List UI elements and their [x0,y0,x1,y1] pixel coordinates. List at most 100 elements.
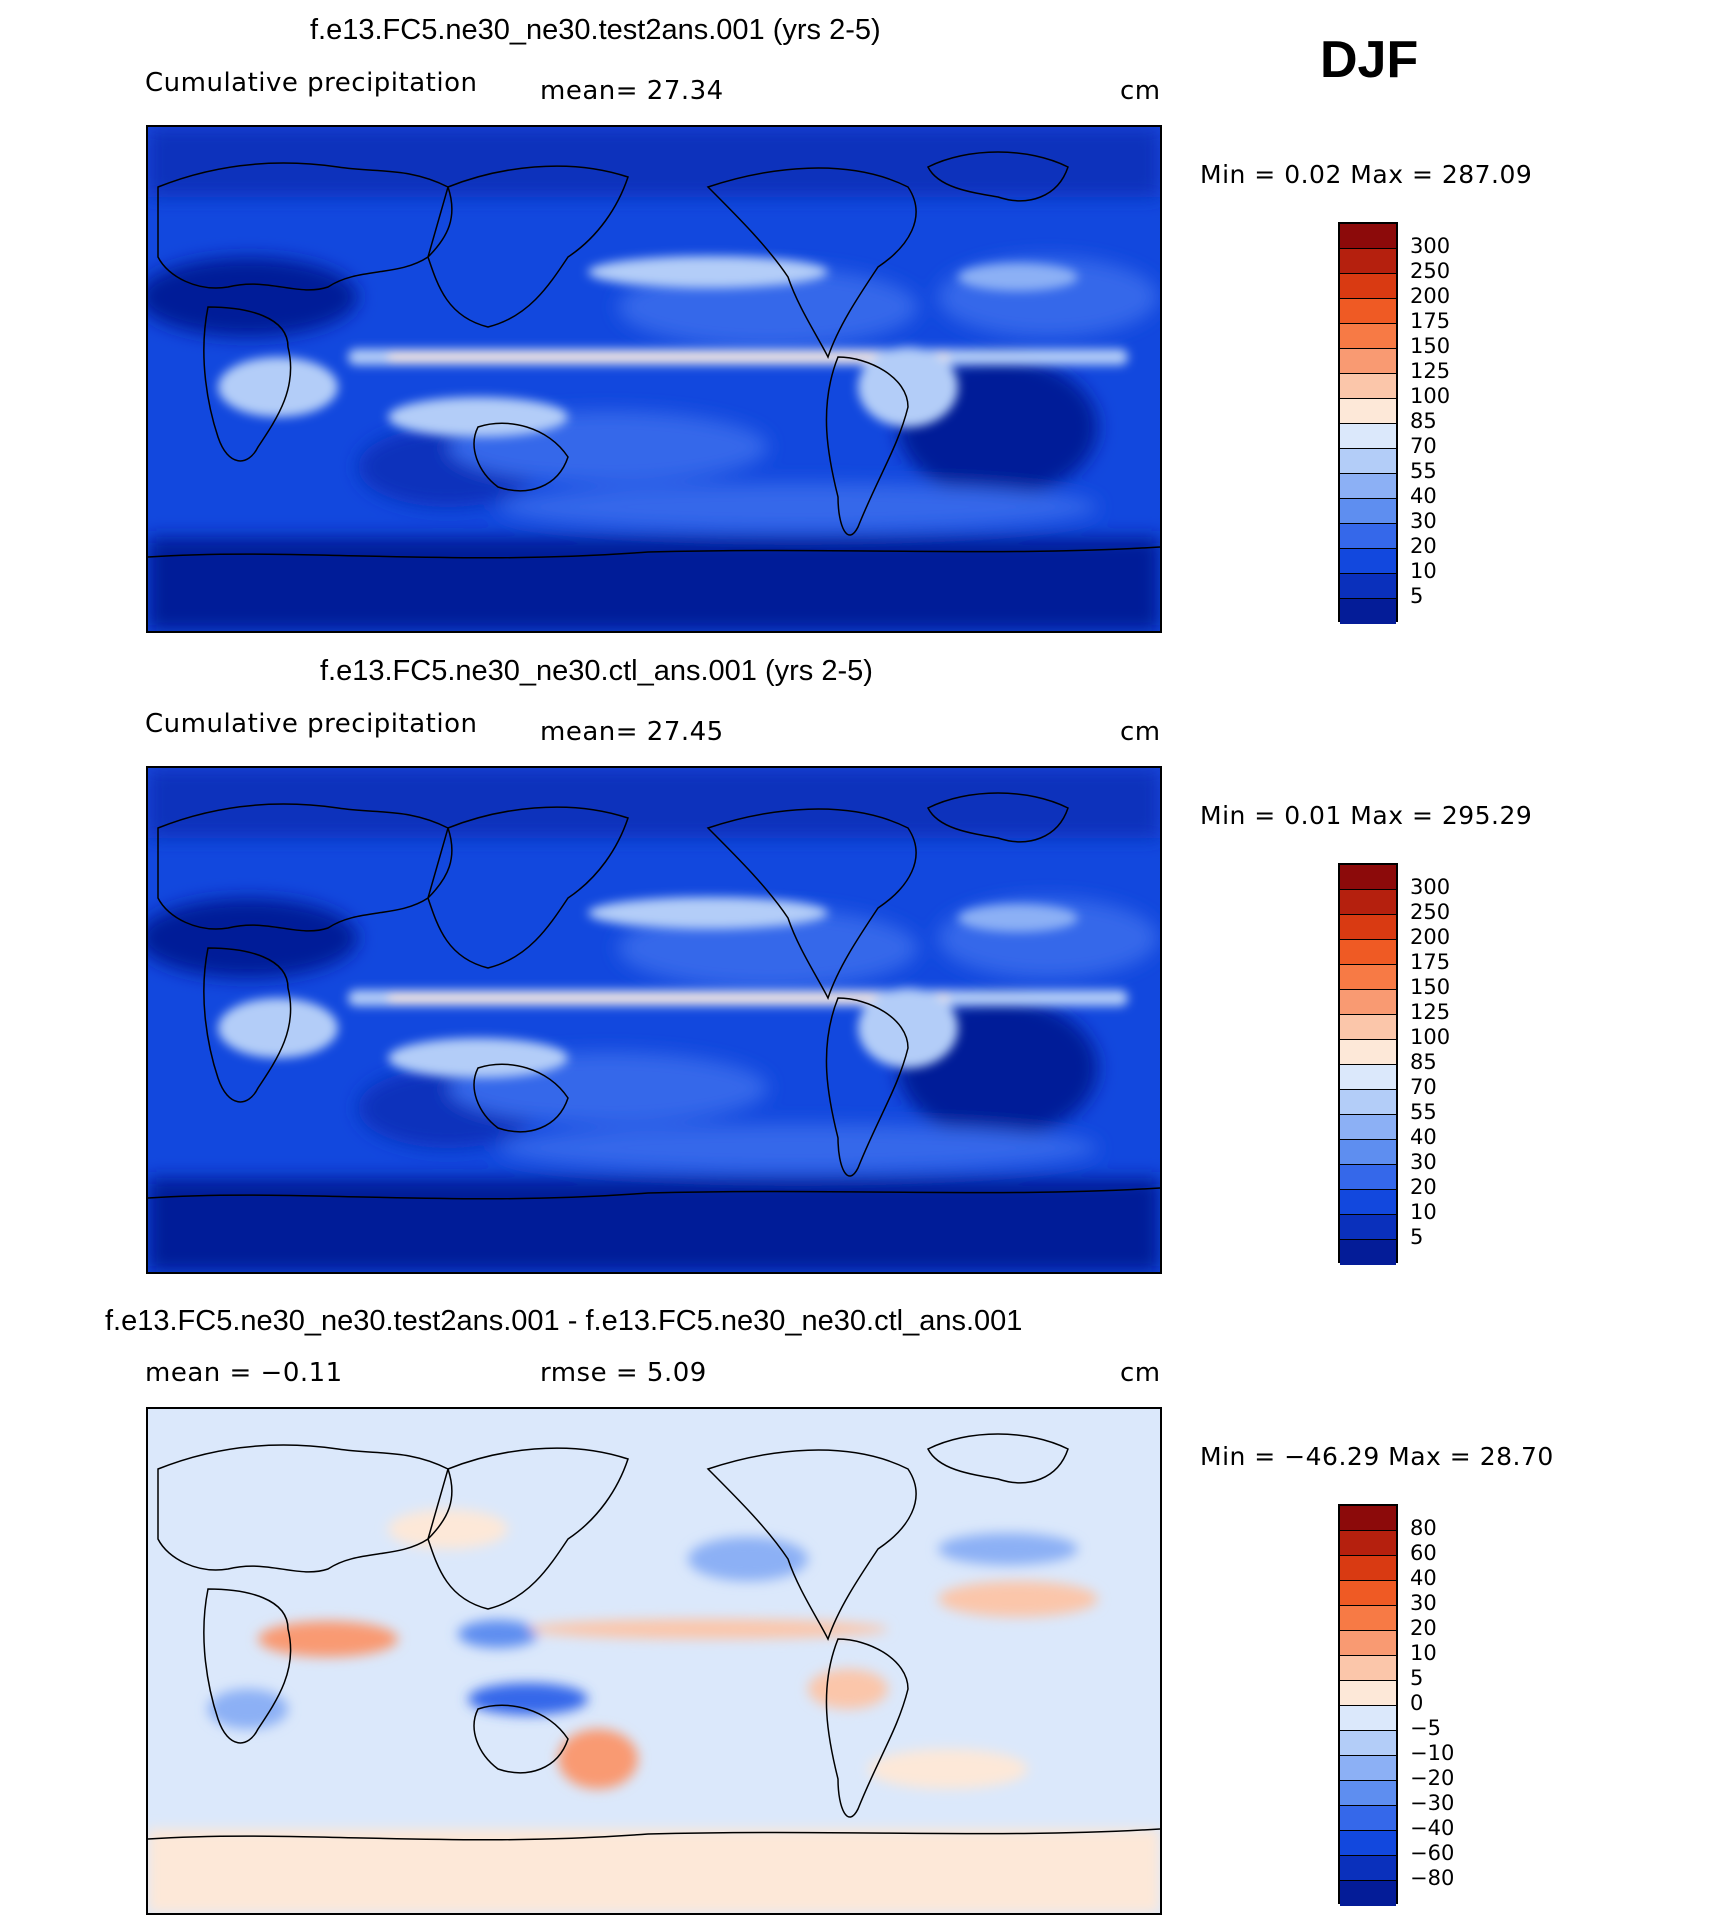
diff-pacific-neg [688,1537,808,1581]
colorbar-swatch [1340,1756,1396,1781]
colorbar-tick-label: 0 [1410,1691,1424,1715]
colorbar-tick-label: 85 [1410,409,1437,433]
colorbar-tick-label: 55 [1410,459,1437,483]
colorbar-tick-label: 30 [1410,1150,1437,1174]
panel-1-map-svg [148,127,1160,631]
colorbar-swatch [1340,1556,1396,1581]
colorbar-swatch [1340,599,1396,624]
diff-southatl-pos [868,1749,1028,1789]
colorbar-swatch [1340,1731,1396,1756]
colorbar-tick-label: 200 [1410,284,1451,308]
panel-1-minmax: Min = 0.02 Max = 287.09 [1200,160,1533,189]
arctic-band [148,768,1160,838]
colorbar-tick-label: 40 [1410,1566,1437,1590]
colorbar-swatch [1340,1631,1396,1656]
colorbar-tick-label: 175 [1410,950,1451,974]
colorbar-swatch [1340,274,1396,299]
panel-2-units-label: cm [1120,717,1161,747]
colorbar-tick-label: −30 [1410,1791,1455,1815]
colorbar-tick-label: 100 [1410,1025,1451,1049]
colorbar-swatch [1340,374,1396,399]
panel-2-title: f.e13.FC5.ne30_ne30.ctl_ans.001 (yrs 2-5… [320,655,873,687]
colorbar-swatch [1340,1806,1396,1831]
coast-antarctica [148,1828,1160,1841]
panel-1-title: f.e13.FC5.ne30_ne30.test2ans.001 (yrs 2-… [310,14,881,46]
colorbar-tick-label: 85 [1410,1050,1437,1074]
colorbar-swatch [1340,1681,1396,1706]
coast-greenland [926,151,1069,202]
itcz-core [388,353,948,361]
colorbar-tick-label: 5 [1410,1666,1424,1690]
colorbar-swatch [1340,574,1396,599]
colorbar-swatch [1340,915,1396,940]
diff-africa-neg [208,1689,288,1729]
colorbar-tick-label: 55 [1410,1100,1437,1124]
coast-asia-east [427,806,629,969]
colorbar-tick-label: −10 [1410,1741,1455,1765]
panel-2-minmax: Min = 0.01 Max = 295.29 [1200,801,1533,830]
diff-atlantic-pos [938,1581,1098,1617]
itcz-core [388,994,948,1002]
panel-3-mean-label: mean = −0.11 [145,1358,343,1388]
colorbar-swatch [1340,349,1396,374]
pacific-storm-track-core [588,897,828,929]
coast-south-america [825,1638,909,1818]
colorbar-swatch [1340,1090,1396,1115]
colorbar-swatch [1340,1190,1396,1215]
africa-wet [218,357,338,417]
colorbar-tick-label: 100 [1410,384,1451,408]
colorbar-tick-label: 30 [1410,509,1437,533]
colorbar-swatch [1340,1781,1396,1806]
colorbar-swatch [1340,1115,1396,1140]
panel-2-mean-label: mean= 27.45 [540,717,724,747]
maritime-continent [388,397,568,437]
colorbar-tick-label: 20 [1410,1616,1437,1640]
colorbar-tick-label: −60 [1410,1841,1455,1865]
colorbar-swatch [1340,1065,1396,1090]
colorbar-tick-label: 60 [1410,1541,1437,1565]
coast-asia-east [427,1447,629,1610]
coast-greenland [926,792,1069,843]
colorbar-tick-label: 125 [1410,1000,1451,1024]
diff-anomalies [148,1509,1160,1913]
colorbar-tick-label: −80 [1410,1866,1455,1890]
pacific-storm-track-core [588,256,828,288]
colorbar-tick-label: 125 [1410,359,1451,383]
coast-north-america [706,167,917,359]
panel-3-rmse-label: rmse = 5.09 [540,1358,707,1388]
colorbar-swatch [1340,965,1396,990]
diff-atlantic-neg [938,1533,1078,1565]
colorbar-swatch [1340,449,1396,474]
panel-1-map [146,125,1162,633]
colorbar-tick-label: 250 [1410,259,1451,283]
colorbar-swatch [1340,1706,1396,1731]
diff-indonesia-neg [468,1683,588,1715]
coast-africa [203,947,292,1103]
colorbar-swatch [1340,1606,1396,1631]
antarctic-band [148,1178,1160,1272]
panel-1-variable-label: Cumulative precipitation [145,68,478,98]
coastlines [148,792,1160,1200]
coast-asia-east [427,165,629,328]
colorbar-swatch [1340,1015,1396,1040]
colorbar-swatch [1340,865,1396,890]
season-label: DJF [1320,31,1419,89]
panel-3-colorbar: 80 60 40 30 20 10 5 0 −5 −10 −20 −30 −40 −60 −80 [1338,1504,1454,1906]
colorbar-swatch [1340,1656,1396,1681]
colorbar-swatch [1340,524,1396,549]
arctic-band [148,127,1160,197]
colorbar-tick-label: 200 [1410,925,1451,949]
diff-itcz-pos [528,1619,888,1639]
colorbar-swatch [1340,1881,1396,1906]
colorbar-swatch [1340,1165,1396,1190]
coastlines [148,1433,1160,1841]
colorbar-swatch [1340,990,1396,1015]
southern-ocean-band [498,483,1098,531]
atlantic-storm-track-core [958,904,1078,932]
coast-south-america [825,997,909,1177]
sahara-dry [148,898,358,978]
colorbar-tick-label: 150 [1410,334,1451,358]
colorbar-tick-label: 175 [1410,309,1451,333]
colorbar-tick-label: −40 [1410,1816,1455,1840]
panel-3-colorbar-box [1338,1504,1398,1906]
